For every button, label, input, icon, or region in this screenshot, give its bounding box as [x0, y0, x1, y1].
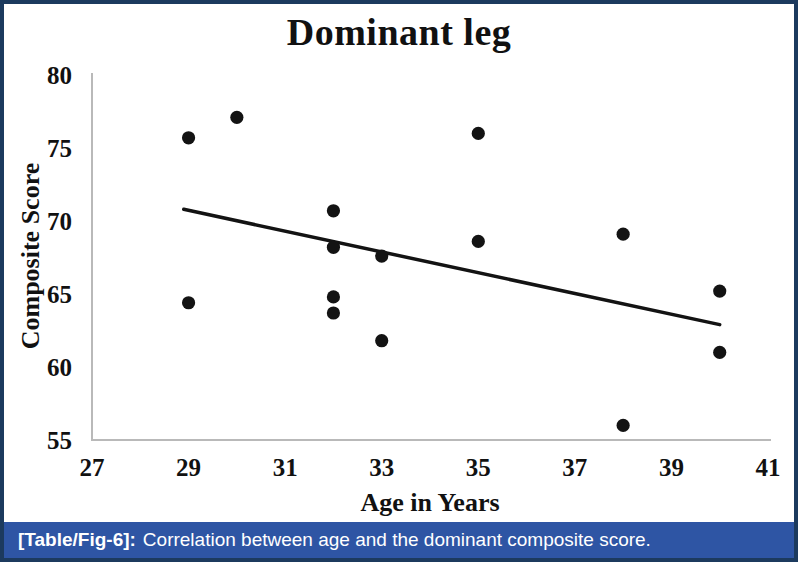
data-point: [617, 228, 630, 241]
x-tick-label: 27: [80, 454, 105, 481]
scatter-plot: 27 29 31 33 35 37 39 41 55 60 65 70 75 80 Dominant le…: [4, 4, 794, 522]
y-tick-label: 60: [47, 354, 72, 381]
data-point: [713, 346, 726, 359]
data-point: [472, 127, 485, 140]
y-tick-label: 55: [47, 427, 72, 454]
x-axis-title: Age in Years: [92, 488, 768, 518]
trend-line: [184, 209, 720, 324]
x-tick-label: 29: [176, 454, 201, 481]
data-point: [182, 131, 195, 144]
data-point: [617, 419, 630, 432]
x-tick-label: 35: [466, 454, 491, 481]
data-point: [327, 306, 340, 319]
x-tick-label: 37: [562, 454, 587, 481]
data-point: [230, 111, 243, 124]
y-tick-label: 65: [47, 281, 72, 308]
x-tick-label: 41: [756, 454, 781, 481]
x-tick-label: 33: [369, 454, 394, 481]
caption-bar: [Table/Fig-6]: Correlation between age a…: [4, 522, 794, 558]
x-tick-label: 39: [659, 454, 684, 481]
figure-panel: 27 29 31 33 35 37 39 41 55 60 65 70 75 80 Dominant le…: [0, 0, 798, 562]
chart-title: Dominant leg: [4, 10, 794, 54]
data-point: [327, 204, 340, 217]
y-axis-title: Composite Score: [16, 163, 46, 350]
caption-label: [Table/Fig-6]:: [18, 529, 136, 551]
y-tick-label: 70: [47, 208, 72, 235]
data-point: [327, 290, 340, 303]
data-point: [375, 334, 388, 347]
data-point: [182, 296, 195, 309]
plot-svg: 27 29 31 33 35 37 39 41 55 60 65 70 75 80: [4, 4, 794, 522]
caption-text: Correlation between age and the dominant…: [143, 529, 651, 551]
data-point: [375, 249, 388, 262]
x-tick-label: 31: [273, 454, 298, 481]
y-tick-label: 75: [47, 135, 72, 162]
axis-lines: [92, 73, 771, 440]
data-point: [713, 284, 726, 297]
data-point: [472, 235, 485, 248]
y-tick-label: 80: [47, 62, 72, 89]
data-point: [327, 241, 340, 254]
